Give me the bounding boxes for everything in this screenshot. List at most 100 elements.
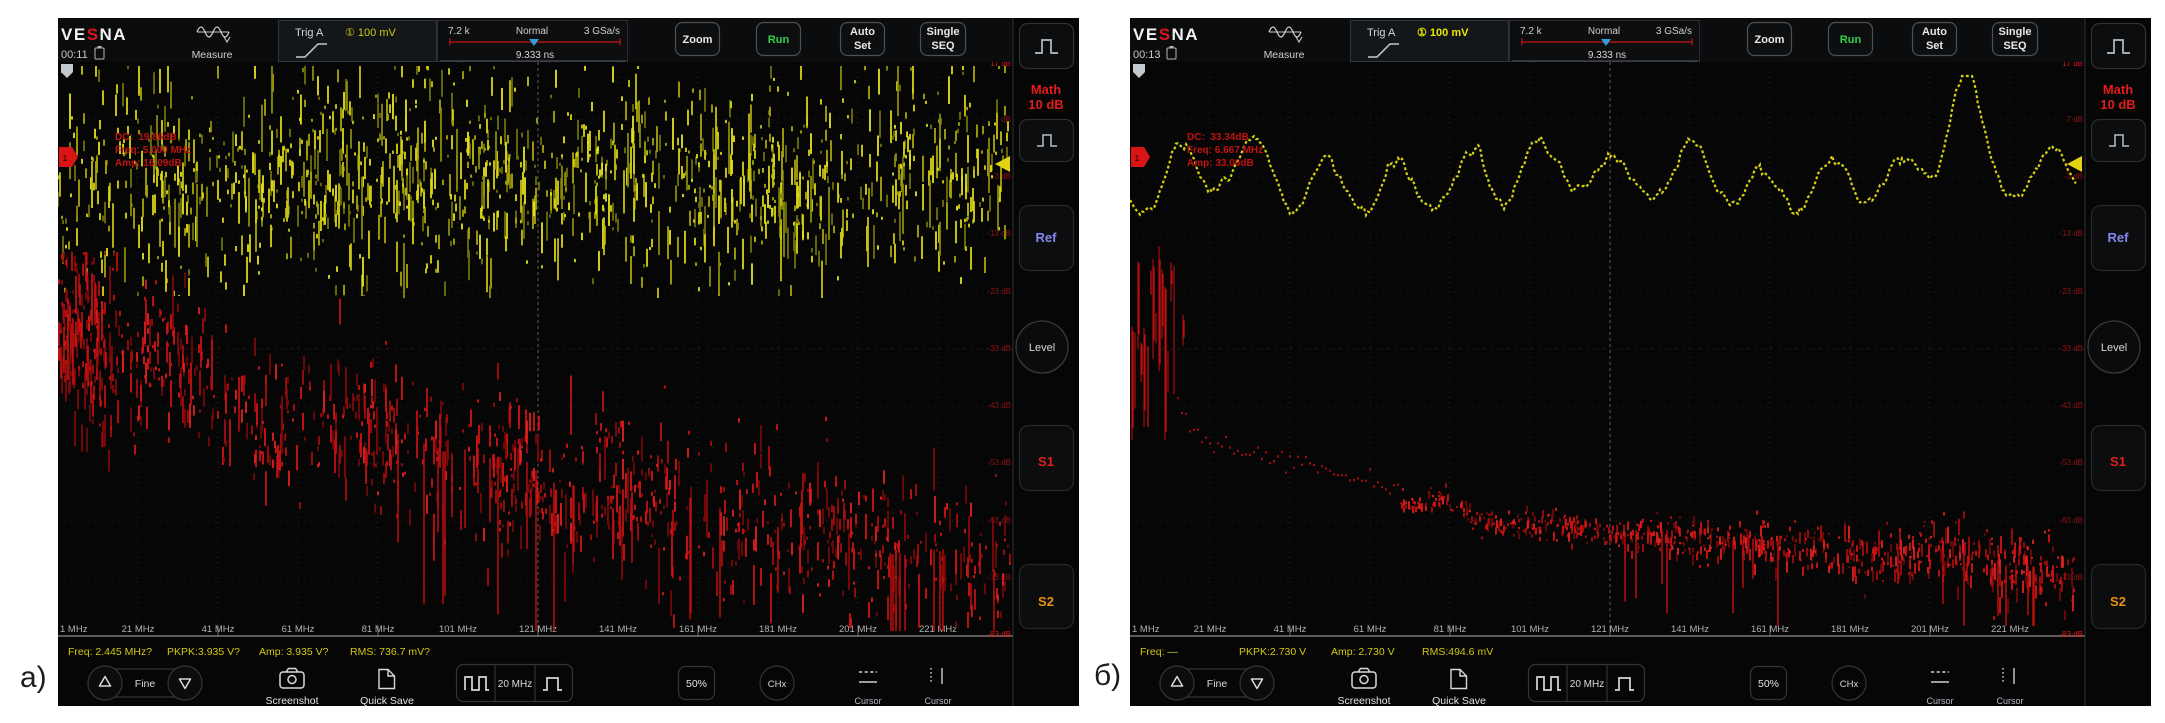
svg-text:17 dB: 17 dB xyxy=(990,59,1011,68)
svg-text:Math: Math xyxy=(2103,82,2133,97)
svg-text:-83 dB: -83 dB xyxy=(987,630,1011,639)
svg-text:-13 dB: -13 dB xyxy=(2059,229,2083,238)
svg-text:Level: Level xyxy=(1029,342,1055,354)
svg-text:181 MHz: 181 MHz xyxy=(1831,624,1869,635)
svg-text:-63 dB: -63 dB xyxy=(2059,516,2083,525)
svg-text:3 GSa/s: 3 GSa/s xyxy=(584,26,620,37)
svg-text:Screenshot: Screenshot xyxy=(1337,695,1390,706)
svg-text:VESNA: VESNA xyxy=(61,25,127,44)
svg-text:Ref: Ref xyxy=(2108,230,2130,245)
svg-text:9.333 ns: 9.333 ns xyxy=(516,50,554,61)
svg-text:Screenshot: Screenshot xyxy=(265,695,318,706)
svg-text:Freq: 5.000 MHz: Freq: 5.000 MHz xyxy=(115,145,191,156)
svg-text:Cursor: Cursor xyxy=(1926,696,1953,706)
svg-text:121 MHz: 121 MHz xyxy=(519,624,557,635)
svg-text:221 MHz: 221 MHz xyxy=(1991,624,2029,635)
svg-text:41 MHz: 41 MHz xyxy=(1274,624,1307,635)
svg-text:3 GSa/s: 3 GSa/s xyxy=(1656,26,1692,37)
svg-text:-33 dB: -33 dB xyxy=(987,344,1011,353)
svg-text:201 MHz: 201 MHz xyxy=(839,624,877,635)
svg-text:① 100 mV: ① 100 mV xyxy=(345,27,396,39)
svg-text:Fine: Fine xyxy=(135,678,156,690)
svg-text:7 dB: 7 dB xyxy=(2067,115,2083,124)
svg-text:Cursor: Cursor xyxy=(1996,696,2023,706)
svg-text:Measure: Measure xyxy=(1264,49,1305,61)
svg-text:Cursor: Cursor xyxy=(854,696,881,706)
svg-text:-53 dB: -53 dB xyxy=(2059,458,2083,467)
svg-text:Amp: 33.06dB: Amp: 33.06dB xyxy=(1187,158,1254,169)
svg-text:Quick Save: Quick Save xyxy=(360,695,414,706)
svg-text:PKPK:3.935 V?: PKPK:3.935 V? xyxy=(167,646,240,658)
svg-text:1: 1 xyxy=(1135,154,1140,163)
svg-text:-23 dB: -23 dB xyxy=(2059,287,2083,296)
svg-text:Single: Single xyxy=(926,26,959,38)
svg-text:-43 dB: -43 dB xyxy=(2059,401,2083,410)
svg-text:S1: S1 xyxy=(1038,454,1054,469)
svg-text:Amp: 2.730 V: Amp: 2.730 V xyxy=(1331,646,1395,658)
svg-text:Freq: —: Freq: — xyxy=(1140,646,1178,658)
svg-text:21 MHz: 21 MHz xyxy=(1194,624,1227,635)
svg-text:-3 dB: -3 dB xyxy=(2064,172,2083,181)
svg-text:161 MHz: 161 MHz xyxy=(679,624,717,635)
svg-text:20 MHz: 20 MHz xyxy=(1570,679,1604,690)
svg-text:00:13: 00:13 xyxy=(1133,49,1161,61)
svg-text:61 MHz: 61 MHz xyxy=(282,624,315,635)
svg-text:181 MHz: 181 MHz xyxy=(759,624,797,635)
svg-text:50%: 50% xyxy=(1758,678,1779,690)
svg-text:S1: S1 xyxy=(2110,454,2126,469)
svg-text:VESNA: VESNA xyxy=(1133,25,1199,44)
svg-text:10 dB: 10 dB xyxy=(2100,97,2135,112)
svg-text:Auto: Auto xyxy=(1922,26,1947,38)
svg-text:① 100 mV: ① 100 mV xyxy=(1417,27,1469,39)
svg-text:Trig A: Trig A xyxy=(295,27,324,39)
svg-text:-83 dB: -83 dB xyxy=(2059,630,2083,639)
svg-text:7.2 k: 7.2 k xyxy=(1520,26,1543,37)
svg-text:S2: S2 xyxy=(2110,594,2126,609)
svg-text:1: 1 xyxy=(63,154,68,163)
svg-text:S2: S2 xyxy=(1038,594,1054,609)
svg-text:7.2 k: 7.2 k xyxy=(448,26,471,37)
svg-text:00:11: 00:11 xyxy=(61,49,88,61)
svg-text:101 MHz: 101 MHz xyxy=(1511,624,1549,635)
svg-text:DC: 33.34dB: DC: 33.34dB xyxy=(1187,132,1249,143)
svg-text:DC: 19.86dB: DC: 19.86dB xyxy=(115,132,177,143)
svg-text:1 MHz: 1 MHz xyxy=(1132,624,1160,635)
svg-text:41 MHz: 41 MHz xyxy=(202,624,235,635)
svg-text:Trig A: Trig A xyxy=(1367,27,1396,39)
svg-text:CHx: CHx xyxy=(768,679,787,690)
svg-text:Normal: Normal xyxy=(1588,26,1620,37)
svg-text:81 MHz: 81 MHz xyxy=(362,624,395,635)
svg-text:Freq: 6.667 MHz: Freq: 6.667 MHz xyxy=(1187,145,1263,156)
svg-text:SEQ: SEQ xyxy=(931,40,955,52)
svg-text:PKPK:2.730 V: PKPK:2.730 V xyxy=(1239,646,1306,658)
svg-text:-33 dB: -33 dB xyxy=(2059,344,2083,353)
svg-text:10 dB: 10 dB xyxy=(1028,97,1063,112)
svg-text:1 MHz: 1 MHz xyxy=(60,624,88,635)
svg-text:Run: Run xyxy=(768,34,790,46)
svg-text:-23 dB: -23 dB xyxy=(987,287,1011,296)
svg-text:Quick Save: Quick Save xyxy=(1432,695,1486,706)
svg-text:Auto: Auto xyxy=(850,26,875,38)
svg-text:Set: Set xyxy=(854,40,871,52)
svg-text:CHx: CHx xyxy=(1840,679,1859,690)
svg-text:SEQ: SEQ xyxy=(2003,40,2027,52)
svg-text:50%: 50% xyxy=(686,678,707,690)
svg-text:Freq: 2.445 MHz?: Freq: 2.445 MHz? xyxy=(68,646,152,658)
svg-text:Cursor: Cursor xyxy=(924,696,951,706)
svg-text:141 MHz: 141 MHz xyxy=(599,624,637,635)
svg-text:Fine: Fine xyxy=(1207,678,1228,690)
svg-text:21 MHz: 21 MHz xyxy=(122,624,155,635)
svg-text:161 MHz: 161 MHz xyxy=(1751,624,1789,635)
svg-text:9.333 ns: 9.333 ns xyxy=(1588,50,1626,61)
svg-text:Run: Run xyxy=(1840,34,1862,46)
svg-text:RMS: 736.7 mV?: RMS: 736.7 mV? xyxy=(350,646,430,658)
svg-text:-53 dB: -53 dB xyxy=(987,458,1011,467)
svg-text:7 dB: 7 dB xyxy=(995,115,1011,124)
svg-text:141 MHz: 141 MHz xyxy=(1671,624,1709,635)
svg-text:-63 dB: -63 dB xyxy=(987,516,1011,525)
svg-text:-73 dB: -73 dB xyxy=(987,573,1011,582)
svg-text:-13 dB: -13 dB xyxy=(987,229,1011,238)
svg-text:Zoom: Zoom xyxy=(683,34,713,46)
svg-text:Math: Math xyxy=(1031,82,1061,97)
svg-text:Normal: Normal xyxy=(516,26,548,37)
